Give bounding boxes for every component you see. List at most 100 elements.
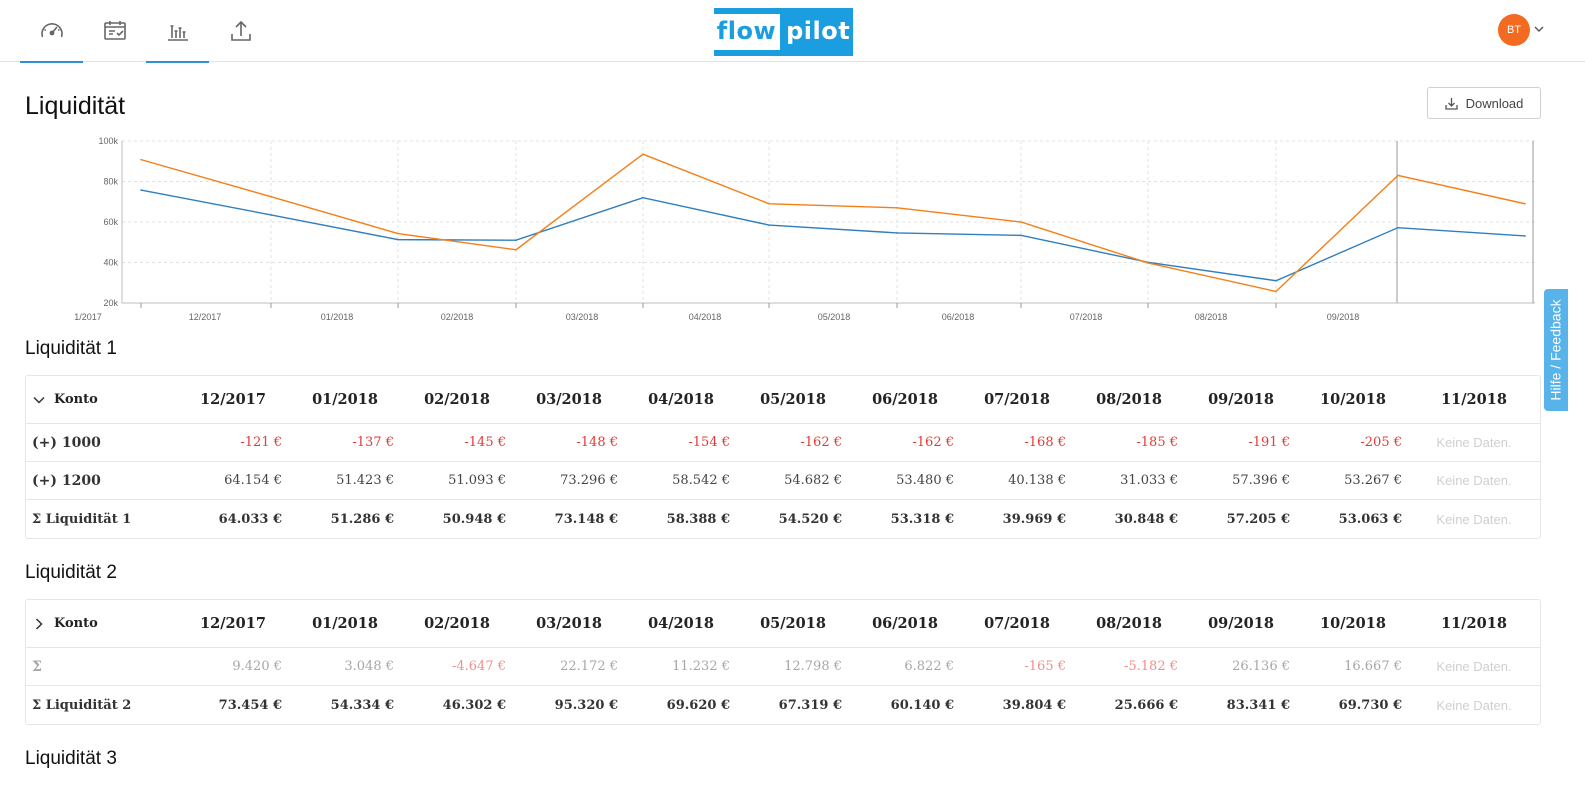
logo-text-flow: flow — [712, 14, 781, 50]
table-cell: 69.730 € — [1338, 697, 1402, 713]
table-cell: 50.948 € — [442, 511, 506, 527]
column-header-month: 03/2018 — [536, 615, 602, 632]
table-cell: 30.848 € — [1114, 511, 1178, 527]
data-point — [140, 158, 142, 161]
table-cell: 64.033 € — [218, 511, 282, 527]
column-header-month: 03/2018 — [536, 391, 602, 408]
table-cell: 53.318 € — [890, 511, 954, 527]
upload-icon — [230, 20, 251, 41]
table-cell: 53.480 € — [896, 473, 954, 488]
table-cell: 69.620 € — [666, 697, 730, 713]
row-label: Σ Liquidität 2 — [32, 697, 132, 713]
flowpilot-logo[interactable]: flow pilot — [712, 8, 853, 56]
table-cell: 3.048 € — [344, 659, 394, 674]
chevron-down-icon[interactable] — [1534, 24, 1544, 34]
table-cell: Keine Daten. — [1436, 511, 1512, 527]
table-cell: 57.396 € — [1232, 473, 1290, 488]
table-cell: Keine Daten. — [1436, 473, 1512, 488]
table-cell: 6.822 € — [904, 659, 954, 674]
series-line — [140, 153, 1526, 293]
table-cell: 53.063 € — [1338, 511, 1402, 527]
column-header-month: 01/2018 — [312, 615, 378, 632]
table-cell: -191 € — [1248, 435, 1290, 450]
table-cell: 22.172 € — [560, 659, 618, 674]
table-cell: Keine Daten. — [1436, 697, 1512, 713]
data-point — [1020, 221, 1022, 223]
x-tick-label: 08/2018 — [1195, 312, 1228, 322]
x-tick-label: 05/2018 — [818, 312, 851, 322]
table-cell: Keine Daten. — [1436, 435, 1512, 450]
data-point — [515, 239, 517, 242]
table-cell: 54.520 € — [778, 511, 842, 527]
table-liquiditaet-1: Konto 12/2017 01/2018 02/2018 03/2018 04/201… — [25, 375, 1541, 539]
calendar-check-icon — [103, 21, 126, 40]
user-avatar[interactable]: BT — [1498, 14, 1530, 46]
bar-chart-icon — [167, 25, 188, 41]
table-cell: 54.682 € — [784, 473, 842, 488]
column-header-month: 07/2018 — [984, 391, 1050, 408]
series-line — [140, 189, 1526, 282]
table-cell: 39.804 € — [1002, 697, 1066, 713]
table-cell: 58.388 € — [666, 511, 730, 527]
data-point — [1524, 235, 1526, 237]
column-header-month: 12/2017 — [200, 615, 266, 632]
data-point — [397, 232, 399, 235]
nav-tab-planning[interactable] — [83, 0, 146, 62]
header-konto: Konto — [54, 392, 98, 407]
feedback-tab[interactable]: Hilfe / Feedback — [1544, 289, 1568, 411]
x-tick-label: 12/2017 — [189, 312, 222, 322]
table-row-sum: Σ Liquidität 2 73.454 € 54.334 € 46.302 € 9… — [26, 686, 1540, 724]
column-header-month: 09/2018 — [1208, 391, 1274, 408]
download-button[interactable]: Download — [1427, 87, 1541, 119]
section-title-liquiditaet-1: Liquidität 1 — [25, 338, 117, 359]
data-point — [1397, 174, 1399, 177]
row-label: Σ — [32, 658, 42, 675]
x-tick-label: 02/2018 — [441, 312, 474, 322]
table-cell: 26.136 € — [1232, 659, 1290, 674]
liquidity-line-chart: 20k 40k 60k 80k 100k 1/2017 12/2017 01/2018 02/2… — [74, 136, 1535, 322]
speedometer-icon — [40, 23, 63, 38]
data-point — [768, 202, 770, 205]
table-cell: 51.286 € — [330, 511, 394, 527]
table-row: Σ 9.420 € 3.048 € -4.647 € 22.172 € 11.232 €… — [26, 648, 1540, 686]
row-label: (+) 1200 — [32, 472, 101, 489]
table-cell: 73.148 € — [554, 511, 618, 527]
x-tick-label: 09/2018 — [1327, 312, 1360, 322]
table-cell: -121 € — [240, 435, 282, 450]
data-point — [270, 195, 272, 198]
table-cell: 53.267 € — [1344, 473, 1402, 488]
table-cell: 31.033 € — [1120, 473, 1178, 488]
top-navigation: flow pilot BT — [0, 0, 1585, 63]
table-header-row: Konto 12/2017 01/2018 02/2018 03/2018 04/201… — [26, 376, 1540, 424]
logo-text-pilot: pilot — [786, 17, 851, 45]
data-point — [642, 153, 644, 155]
column-header-month: 11/2018 — [1441, 615, 1507, 632]
table-cell: 51.423 € — [336, 473, 394, 488]
y-tick-label: 80k — [103, 177, 118, 187]
table-cell: 95.320 € — [554, 697, 618, 713]
data-point — [1275, 279, 1277, 282]
data-point — [1397, 226, 1399, 229]
table-cell: -4.647 € — [451, 659, 506, 674]
table-cell: -205 € — [1360, 435, 1402, 450]
table-cell: 9.420 € — [232, 659, 282, 674]
column-header-month: 01/2018 — [312, 391, 378, 408]
column-header-month: 10/2018 — [1320, 391, 1386, 408]
chevron-down-icon[interactable] — [32, 393, 46, 407]
nav-tab-dashboard[interactable] — [20, 0, 83, 63]
row-label: Σ Liquidität 1 — [32, 511, 132, 527]
data-point — [515, 248, 517, 251]
column-header-month: 08/2018 — [1096, 391, 1162, 408]
table-cell: -165 € — [1024, 659, 1066, 674]
data-point — [896, 207, 898, 209]
chevron-right-icon[interactable] — [32, 617, 46, 631]
data-point — [270, 214, 272, 216]
nav-tab-reports[interactable] — [146, 0, 209, 63]
y-tick-label: 20k — [103, 298, 118, 308]
x-tick-label: 1/2017 — [74, 312, 102, 322]
column-header-month: 04/2018 — [648, 615, 714, 632]
table-cell: 67.319 € — [778, 697, 842, 713]
table-cell: 40.138 € — [1008, 473, 1066, 488]
table-row: (+) 1200 64.154 € 51.423 € 51.093 € 73.296 … — [26, 462, 1540, 500]
nav-tab-export[interactable] — [209, 0, 272, 62]
